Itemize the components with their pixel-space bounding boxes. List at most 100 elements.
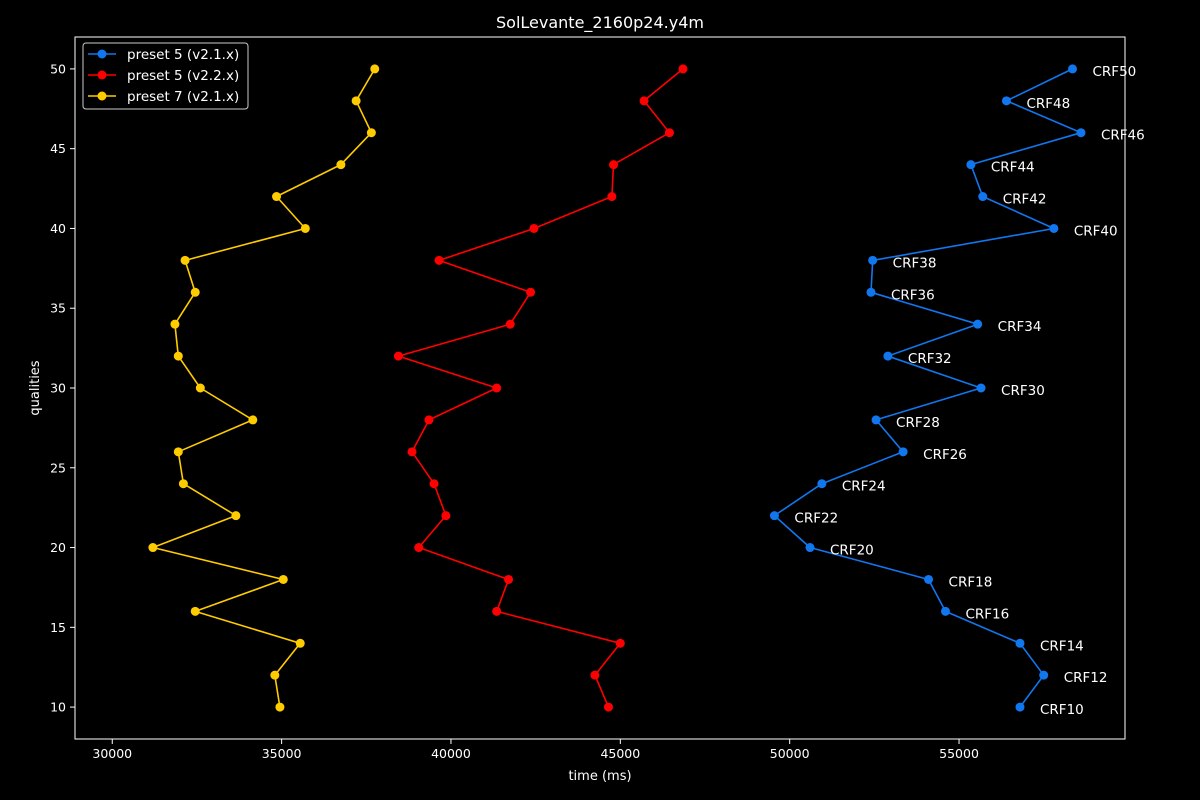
data-point: [180, 255, 190, 265]
data-point: [639, 96, 649, 106]
data-point: [278, 574, 288, 584]
point-annotation: CRF50: [1093, 64, 1137, 80]
data-point: [190, 606, 200, 616]
data-point: [492, 606, 502, 616]
point-annotation: CRF28: [896, 415, 940, 431]
data-point: [1001, 96, 1011, 106]
data-point: [336, 160, 346, 170]
data-point: [178, 479, 188, 489]
data-point: [615, 638, 625, 648]
data-point: [871, 415, 881, 425]
point-annotation: CRF24: [842, 479, 886, 495]
data-point: [1049, 223, 1059, 233]
data-point: [603, 702, 613, 712]
series-2: [393, 64, 688, 712]
data-point: [393, 351, 403, 361]
x-tick-label: 45000: [600, 746, 640, 761]
data-point: [607, 192, 617, 202]
data-point: [678, 64, 688, 74]
data-point: [868, 255, 878, 265]
data-point: [590, 670, 600, 680]
point-annotation: CRF12: [1064, 670, 1108, 686]
y-tick-label: 10: [50, 700, 66, 715]
x-axis: 30000 35000 40000 45000 50000 55000: [92, 739, 979, 761]
data-point: [1015, 702, 1025, 712]
data-point: [966, 160, 976, 170]
legend-marker: [97, 49, 107, 59]
data-point: [529, 223, 539, 233]
x-axis-label: time (ms): [568, 769, 631, 784]
data-point: [295, 638, 305, 648]
chart-title: SolLevante_2160p24.y4m: [496, 13, 704, 33]
x-tick-label: 55000: [939, 746, 979, 761]
y-tick-label: 20: [50, 540, 66, 555]
data-point: [414, 543, 424, 553]
y-tick-label: 40: [50, 221, 66, 236]
data-point: [978, 192, 988, 202]
x-tick-label: 35000: [262, 746, 302, 761]
data-point: [434, 255, 444, 265]
data-point: [370, 64, 380, 74]
data-point: [883, 351, 893, 361]
data-point: [505, 319, 515, 329]
point-annotation: CRF30: [1001, 383, 1045, 399]
data-point: [272, 192, 282, 202]
data-point: [351, 96, 361, 106]
series-3: [148, 64, 380, 712]
data-point: [1068, 64, 1077, 74]
legend-label: preset 5 (v2.1.x): [127, 47, 239, 63]
point-annotation: CRF10: [1040, 702, 1084, 718]
data-point: [976, 383, 986, 393]
point-annotation: CRF32: [908, 351, 952, 367]
data-point: [190, 287, 200, 297]
y-tick-label: 50: [50, 61, 66, 76]
point-annotation: CRF42: [1003, 192, 1047, 208]
data-point: [1076, 128, 1086, 138]
data-point: [924, 574, 934, 584]
annotation-layer: CRF10 CRF12 CRF14 CRF16 CRF18 CRF20 CRF22CRF24…: [794, 64, 1144, 718]
data-point: [805, 543, 815, 553]
legend-box: [82, 42, 249, 110]
data-point: [441, 511, 451, 521]
data-point: [898, 447, 908, 457]
y-tick-label: 45: [50, 141, 66, 156]
data-point: [664, 128, 674, 138]
legend-label: preset 5 (v2.2.x): [127, 68, 239, 84]
legend: preset 5 (v2.1.x) preset 5 (v2.2.x) preset…: [82, 42, 249, 110]
point-annotation: CRF34: [998, 319, 1042, 335]
point-annotation: CRF26: [923, 447, 967, 463]
data-point: [866, 287, 876, 297]
data-point: [973, 319, 983, 329]
data-point: [1039, 670, 1049, 680]
data-point: [275, 702, 285, 712]
legend-marker: [97, 70, 107, 80]
point-annotation: CRF20: [830, 543, 874, 559]
series-1: [769, 64, 1086, 712]
data-point: [170, 319, 180, 329]
point-annotation: CRF46: [1101, 128, 1145, 144]
point-annotation: CRF48: [1026, 96, 1070, 112]
data-point: [609, 160, 619, 170]
y-tick-label: 25: [50, 460, 66, 475]
data-point: [429, 479, 439, 489]
y-tick-label: 15: [50, 620, 66, 635]
legend-marker: [97, 91, 107, 101]
y-axis-label: qualities: [28, 360, 43, 415]
point-annotation: CRF44: [991, 160, 1035, 176]
data-point: [424, 415, 434, 425]
y-tick-label: 35: [50, 301, 66, 316]
y-tick-label: 30: [50, 381, 66, 396]
data-point: [231, 511, 241, 521]
data-point: [769, 511, 779, 521]
x-tick-label: 30000: [92, 746, 132, 761]
data-point: [148, 543, 158, 553]
point-annotation: CRF36: [891, 287, 935, 303]
data-point: [1015, 638, 1025, 648]
data-point: [195, 383, 205, 393]
x-tick-label: 50000: [770, 746, 810, 761]
data-point: [300, 223, 310, 233]
point-annotation: CRF16: [965, 606, 1009, 622]
data-point: [173, 447, 183, 457]
data-point: [173, 351, 183, 361]
